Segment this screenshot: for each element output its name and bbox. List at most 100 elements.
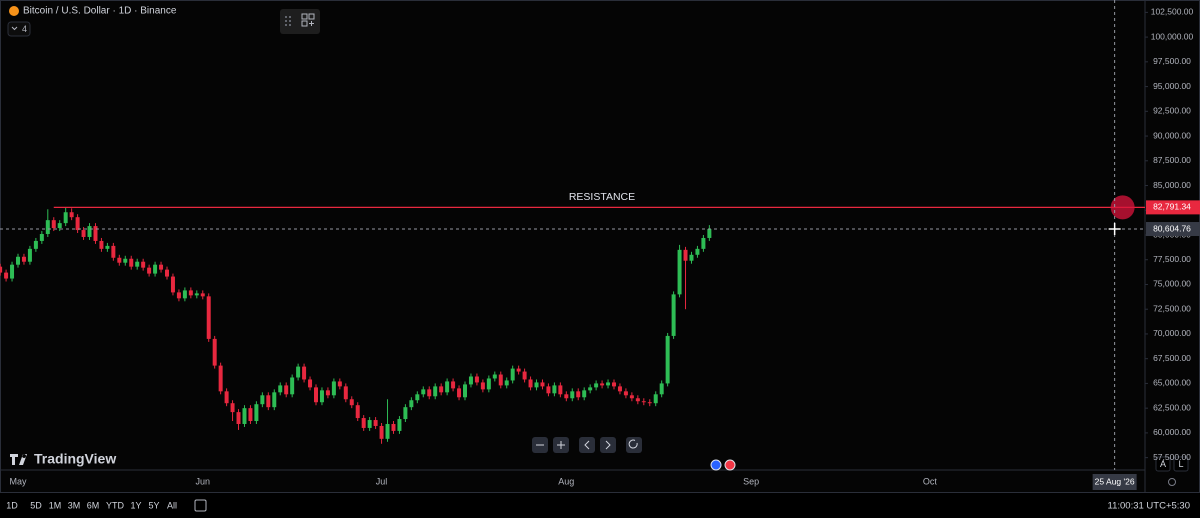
candle-body: [588, 387, 593, 391]
candle-body: [623, 391, 628, 396]
candle-body: [451, 381, 456, 389]
candle-body: [129, 258, 134, 267]
y-tick-label: 65,000.00: [1153, 378, 1191, 388]
candle-body: [594, 383, 599, 388]
candle-body: [474, 376, 479, 383]
plus-icon: [557, 441, 565, 449]
candle-body: [99, 240, 104, 249]
candle-body: [4, 272, 9, 279]
navigation-buttons: [532, 437, 642, 453]
candle-body: [93, 226, 98, 241]
layout-toolbar[interactable]: [280, 9, 320, 34]
candle-body: [224, 391, 229, 404]
calendar-icon[interactable]: [194, 499, 207, 512]
timeframe-button[interactable]: 1D: [6, 500, 18, 510]
candle-body: [69, 212, 74, 218]
toolbar-icons: [285, 13, 315, 27]
candle-body: [63, 212, 68, 224]
candle-body: [486, 378, 491, 390]
candle-body: [468, 376, 473, 385]
timeframe-button[interactable]: YTD: [106, 500, 125, 510]
y-tick-label: 87,500.00: [1153, 155, 1191, 165]
candle-body: [218, 365, 223, 392]
indicator-toggle[interactable]: [7, 21, 31, 37]
candle-body: [296, 366, 301, 378]
chevron-icon: [11, 26, 18, 31]
y-tick-label: 60,000.00: [1153, 427, 1191, 437]
scroll-left-button[interactable]: [579, 437, 595, 453]
candle-body: [480, 382, 485, 390]
plot: RESISTANCE: [0, 0, 1145, 470]
candle-body: [182, 290, 187, 299]
candle-body: [373, 420, 378, 426]
candle-body: [427, 389, 432, 397]
y-tick-label: 85,000.00: [1153, 180, 1191, 190]
x-tick-label: Jul: [376, 476, 388, 486]
crosshair-date-tag: [1092, 474, 1137, 490]
event-icon[interactable]: [710, 459, 722, 471]
crosshair-price-label: 80,604.76: [1153, 223, 1191, 233]
reset-icon: [628, 439, 638, 449]
x-tick-label: Jun: [196, 476, 211, 486]
timeframe-button[interactable]: 5D: [30, 500, 42, 510]
candle-body: [421, 389, 426, 395]
cursor: [1108, 223, 1121, 236]
brand-name: TradingView: [34, 451, 116, 467]
candle-body: [194, 293, 199, 296]
candle-body: [87, 226, 92, 237]
resistance-price-label: 82,791.34: [1153, 202, 1191, 212]
candle-body: [57, 223, 62, 229]
clock: 11:00:31 UTC+5:30: [1108, 501, 1190, 512]
auto-scale-button[interactable]: [1155, 456, 1171, 472]
candle-body: [308, 379, 313, 388]
settings-icon[interactable]: [1168, 478, 1176, 486]
candle-body: [349, 399, 354, 406]
candle-body: [522, 371, 527, 380]
timeframe-button[interactable]: 1Y: [130, 500, 141, 510]
x-tick-label: Aug: [558, 476, 574, 486]
x-tick-label: May: [9, 476, 27, 486]
resistance-marker: [1110, 195, 1135, 220]
timeframe-button[interactable]: 5Y: [148, 500, 159, 510]
auto-scale-label: A: [1160, 459, 1166, 469]
candle-body: [576, 391, 581, 398]
candle-body: [433, 386, 438, 397]
candle-body: [45, 220, 50, 235]
reset-button[interactable]: [626, 437, 642, 453]
event-icon[interactable]: [724, 459, 736, 471]
candle-body: [248, 408, 253, 422]
timeframe-button[interactable]: 6M: [87, 500, 100, 510]
coin-icon: [9, 6, 19, 16]
candle-body: [403, 407, 408, 420]
candle-body: [230, 403, 235, 413]
y-tick-label: 67,500.00: [1153, 353, 1191, 363]
candle-body: [117, 257, 122, 263]
candle-body: [671, 294, 676, 336]
y-tick-label: 92,500.00: [1153, 106, 1191, 116]
timeframe-button[interactable]: All: [167, 500, 177, 510]
symbol-title: Bitcoin / U.S. Dollar · 1D · Binance: [23, 6, 177, 17]
candle-body: [284, 385, 289, 395]
candle-body: [105, 245, 110, 249]
candle-body: [498, 374, 503, 386]
log-scale-button[interactable]: [1173, 456, 1189, 472]
right-icon: [605, 440, 611, 450]
candle-body: [51, 220, 56, 229]
scroll-right-button[interactable]: [600, 437, 616, 453]
candle-body: [606, 382, 611, 386]
candle-body: [635, 398, 640, 402]
timeframe-button[interactable]: 1M: [49, 500, 62, 510]
y-tick-label: 77,500.00: [1153, 254, 1191, 264]
candle-body: [165, 269, 169, 277]
y-tick-label: 100,000.00: [1151, 31, 1194, 41]
candle-body: [319, 390, 324, 403]
candle-body: [10, 264, 15, 279]
candle-body: [355, 405, 360, 419]
candle-body: [397, 419, 402, 431]
candle-body: [314, 387, 318, 403]
timeframe-button[interactable]: 3M: [68, 500, 81, 510]
candle-body: [647, 402, 652, 404]
candle-body: [0, 266, 3, 273]
candle-body: [683, 249, 688, 261]
candle-body: [27, 248, 32, 262]
